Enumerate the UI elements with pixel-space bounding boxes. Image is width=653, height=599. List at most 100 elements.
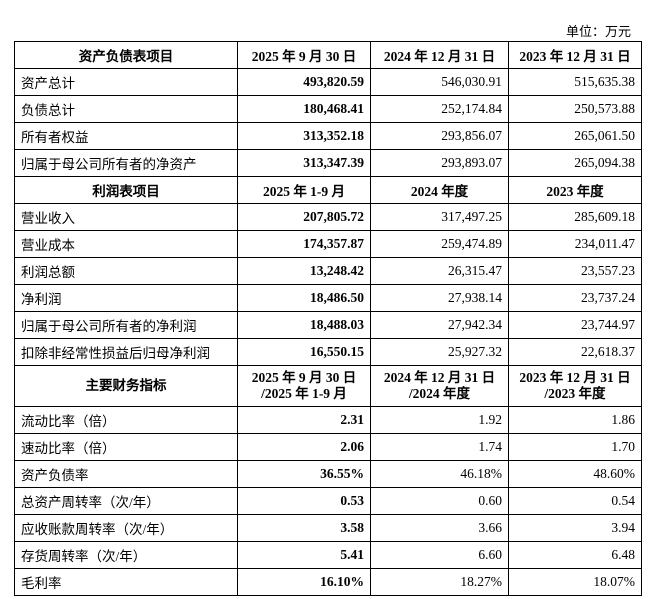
row-label: 应收账款周转率（次/年） — [14, 514, 238, 542]
data-row: 速动比率（倍） 2.06 1.74 1.70 — [14, 433, 642, 461]
value-cell: 515,635.38 — [508, 68, 642, 96]
header-cell: 利润表项目 — [14, 176, 238, 204]
row-label: 速动比率（倍） — [14, 433, 238, 461]
data-row: 资产总计 493,820.59 546,030.91 515,635.38 — [14, 68, 642, 96]
value-cell: 313,352.18 — [237, 122, 371, 150]
value-cell: 207,805.72 — [237, 203, 371, 231]
row-label: 归属于母公司所有者的净利润 — [14, 311, 238, 339]
value-cell: 259,474.89 — [370, 230, 509, 258]
row-label: 利润总额 — [14, 257, 238, 285]
value-cell: 23,737.24 — [508, 284, 642, 312]
header-cell: 2024 年度 — [370, 176, 509, 204]
row-label: 流动比率（倍） — [14, 406, 238, 434]
data-row: 营业收入 207,805.72 317,497.25 285,609.18 — [14, 203, 642, 231]
table-body: 资产负债表项目 2025 年 9 月 30 日 2024 年 12 月 31 日 20… — [14, 41, 642, 596]
value-cell: 317,497.25 — [370, 203, 509, 231]
row-label: 营业成本 — [14, 230, 238, 258]
value-cell: 285,609.18 — [508, 203, 642, 231]
header-cell: 2024 年 12 月 31 日 /2024 年度 — [370, 365, 509, 407]
value-cell: 174,357.87 — [237, 230, 371, 258]
value-cell: 36.55% — [237, 460, 371, 488]
data-row: 净利润 18,486.50 27,938.14 23,737.24 — [14, 284, 642, 312]
section-header-row: 主要财务指标 2025 年 9 月 30 日 /2025 年 1-9 月 2024 … — [14, 365, 642, 407]
row-label: 净利润 — [14, 284, 238, 312]
section-header-row: 资产负债表项目 2025 年 9 月 30 日 2024 年 12 月 31 日 20… — [14, 41, 642, 69]
value-cell: 293,856.07 — [370, 122, 509, 150]
value-cell: 0.60 — [370, 487, 509, 515]
header-cell: 2025 年 9 月 30 日 — [237, 41, 371, 69]
value-cell: 293,893.07 — [370, 149, 509, 177]
data-row: 存货周转率（次/年） 5.41 6.60 6.48 — [14, 541, 642, 569]
value-cell: 48.60% — [508, 460, 642, 488]
value-cell: 1.92 — [370, 406, 509, 434]
row-label: 所有者权益 — [14, 122, 238, 150]
value-cell: 0.53 — [237, 487, 371, 515]
value-cell: 1.74 — [370, 433, 509, 461]
data-row: 扣除非经常性损益后归母净利润 16,550.15 25,927.32 22,618.3… — [14, 338, 642, 366]
row-label: 营业收入 — [14, 203, 238, 231]
header-cell: 2025 年 9 月 30 日 /2025 年 1-9 月 — [237, 365, 371, 407]
value-cell: 265,094.38 — [508, 149, 642, 177]
data-row: 应收账款周转率（次/年） 3.58 3.66 3.94 — [14, 514, 642, 542]
data-row: 资产负债率 36.55% 46.18% 48.60% — [14, 460, 642, 488]
row-label: 毛利率 — [14, 568, 238, 596]
value-cell: 18.07% — [508, 568, 642, 596]
row-label: 扣除非经常性损益后归母净利润 — [14, 338, 238, 366]
value-cell: 2.06 — [237, 433, 371, 461]
value-cell: 313,347.39 — [237, 149, 371, 177]
value-cell: 26,315.47 — [370, 257, 509, 285]
header-cell: 2025 年 1-9 月 — [237, 176, 371, 204]
header-cell: 资产负债表项目 — [14, 41, 238, 69]
value-cell: 180,468.41 — [237, 95, 371, 123]
financial-table: 资产负债表项目 2025 年 9 月 30 日 2024 年 12 月 31 日 20… — [14, 41, 642, 596]
data-row: 归属于母公司所有者的净资产 313,347.39 293,893.07 265,094… — [14, 149, 642, 177]
section-header-row: 利润表项目 2025 年 1-9 月 2024 年度 2023 年度 — [14, 176, 642, 204]
row-label: 归属于母公司所有者的净资产 — [14, 149, 238, 177]
header-cell: 2023 年度 — [508, 176, 642, 204]
value-cell: 18.27% — [370, 568, 509, 596]
value-cell: 23,744.97 — [508, 311, 642, 339]
value-cell: 5.41 — [237, 541, 371, 569]
value-cell: 18,486.50 — [237, 284, 371, 312]
value-cell: 0.54 — [508, 487, 642, 515]
value-cell: 27,942.34 — [370, 311, 509, 339]
data-row: 毛利率 16.10% 18.27% 18.07% — [14, 568, 642, 596]
value-cell: 25,927.32 — [370, 338, 509, 366]
data-row: 总资产周转率（次/年） 0.53 0.60 0.54 — [14, 487, 642, 515]
data-row: 归属于母公司所有者的净利润 18,488.03 27,942.34 23,744.97 — [14, 311, 642, 339]
value-cell: 23,557.23 — [508, 257, 642, 285]
header-cell: 2024 年 12 月 31 日 — [370, 41, 509, 69]
value-cell: 6.60 — [370, 541, 509, 569]
value-cell: 265,061.50 — [508, 122, 642, 150]
value-cell: 13,248.42 — [237, 257, 371, 285]
value-cell: 3.58 — [237, 514, 371, 542]
unit-note: 单位：万元 — [565, 24, 631, 39]
value-cell: 22,618.37 — [508, 338, 642, 366]
row-label: 总资产周转率（次/年） — [14, 487, 238, 515]
value-cell: 27,938.14 — [370, 284, 509, 312]
value-cell: 1.86 — [508, 406, 642, 434]
data-row: 营业成本 174,357.87 259,474.89 234,011.47 — [14, 230, 642, 258]
row-label: 存货周转率（次/年） — [14, 541, 238, 569]
header-cell: 2023 年 12 月 31 日 /2023 年度 — [508, 365, 642, 407]
value-cell: 16,550.15 — [237, 338, 371, 366]
data-row: 所有者权益 313,352.18 293,856.07 265,061.50 — [14, 122, 642, 150]
row-label: 负债总计 — [14, 95, 238, 123]
header-cell: 2023 年 12 月 31 日 — [508, 41, 642, 69]
value-cell: 3.94 — [508, 514, 642, 542]
data-row: 利润总额 13,248.42 26,315.47 23,557.23 — [14, 257, 642, 285]
data-row: 流动比率（倍） 2.31 1.92 1.86 — [14, 406, 642, 434]
value-cell: 546,030.91 — [370, 68, 509, 96]
value-cell: 16.10% — [237, 568, 371, 596]
value-cell: 46.18% — [370, 460, 509, 488]
value-cell: 6.48 — [508, 541, 642, 569]
value-cell: 2.31 — [237, 406, 371, 434]
value-cell: 250,573.88 — [508, 95, 642, 123]
row-label: 资产总计 — [14, 68, 238, 96]
header-cell: 主要财务指标 — [14, 365, 238, 407]
value-cell: 493,820.59 — [237, 68, 371, 96]
value-cell: 3.66 — [370, 514, 509, 542]
value-cell: 252,174.84 — [370, 95, 509, 123]
data-row: 负债总计 180,468.41 252,174.84 250,573.88 — [14, 95, 642, 123]
